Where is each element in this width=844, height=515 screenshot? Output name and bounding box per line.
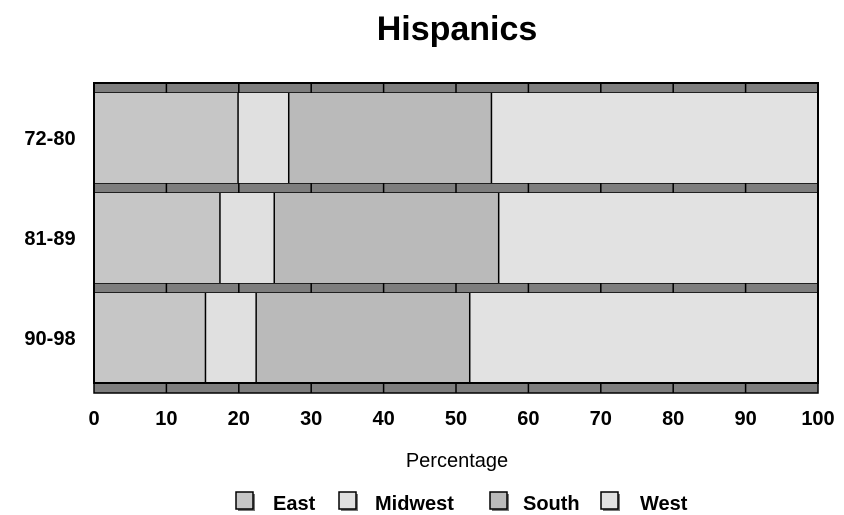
x-tick-label: 0 [88, 408, 99, 430]
legend-label: Midwest [375, 493, 454, 515]
bar-segment [492, 93, 818, 183]
bar-segment [94, 293, 207, 383]
y-category-label: 72-80 [24, 128, 75, 150]
bar-segment [256, 293, 471, 383]
bar-segment [275, 193, 500, 283]
legend-label: East [273, 493, 316, 515]
legend-swatch [600, 491, 619, 510]
legend-swatch [489, 491, 508, 510]
x-tick-label: 70 [590, 408, 612, 430]
x-tick-label: 40 [372, 408, 394, 430]
x-tick-label: 80 [662, 408, 684, 430]
bar-segment [289, 93, 493, 183]
bar-segment [94, 193, 221, 283]
plot-area [93, 82, 819, 394]
x-tick-label: 50 [445, 408, 467, 430]
y-category-label: 90-98 [24, 328, 75, 350]
bar-segment [499, 193, 818, 283]
legend-swatch [235, 491, 254, 510]
bar-segment [220, 193, 275, 283]
y-axis-categories: 72-80 81-89 90-98 [24, 128, 75, 350]
legend: East Midwest South West [235, 491, 688, 515]
x-tick-label: 10 [155, 408, 177, 430]
x-axis-ticks: 0 10 20 30 40 50 60 70 80 90 100 [88, 408, 834, 430]
bar-segment [206, 293, 257, 383]
x-tick-label: 90 [734, 408, 756, 430]
y-category-label: 81-89 [24, 228, 75, 250]
bar-segment [470, 293, 818, 383]
legend-label: West [640, 493, 688, 515]
x-axis-label: Percentage [406, 450, 508, 472]
chart-title: Hispanics [377, 10, 538, 48]
bar-segment [94, 93, 239, 183]
legend-label: South [523, 493, 580, 515]
x-tick-label: 20 [228, 408, 250, 430]
x-tick-label: 30 [300, 408, 322, 430]
bar-segment [238, 93, 290, 183]
plot-frame [93, 82, 819, 384]
x-tick-label: 100 [801, 408, 834, 430]
x-tick-label: 60 [517, 408, 539, 430]
legend-swatch [338, 491, 357, 510]
